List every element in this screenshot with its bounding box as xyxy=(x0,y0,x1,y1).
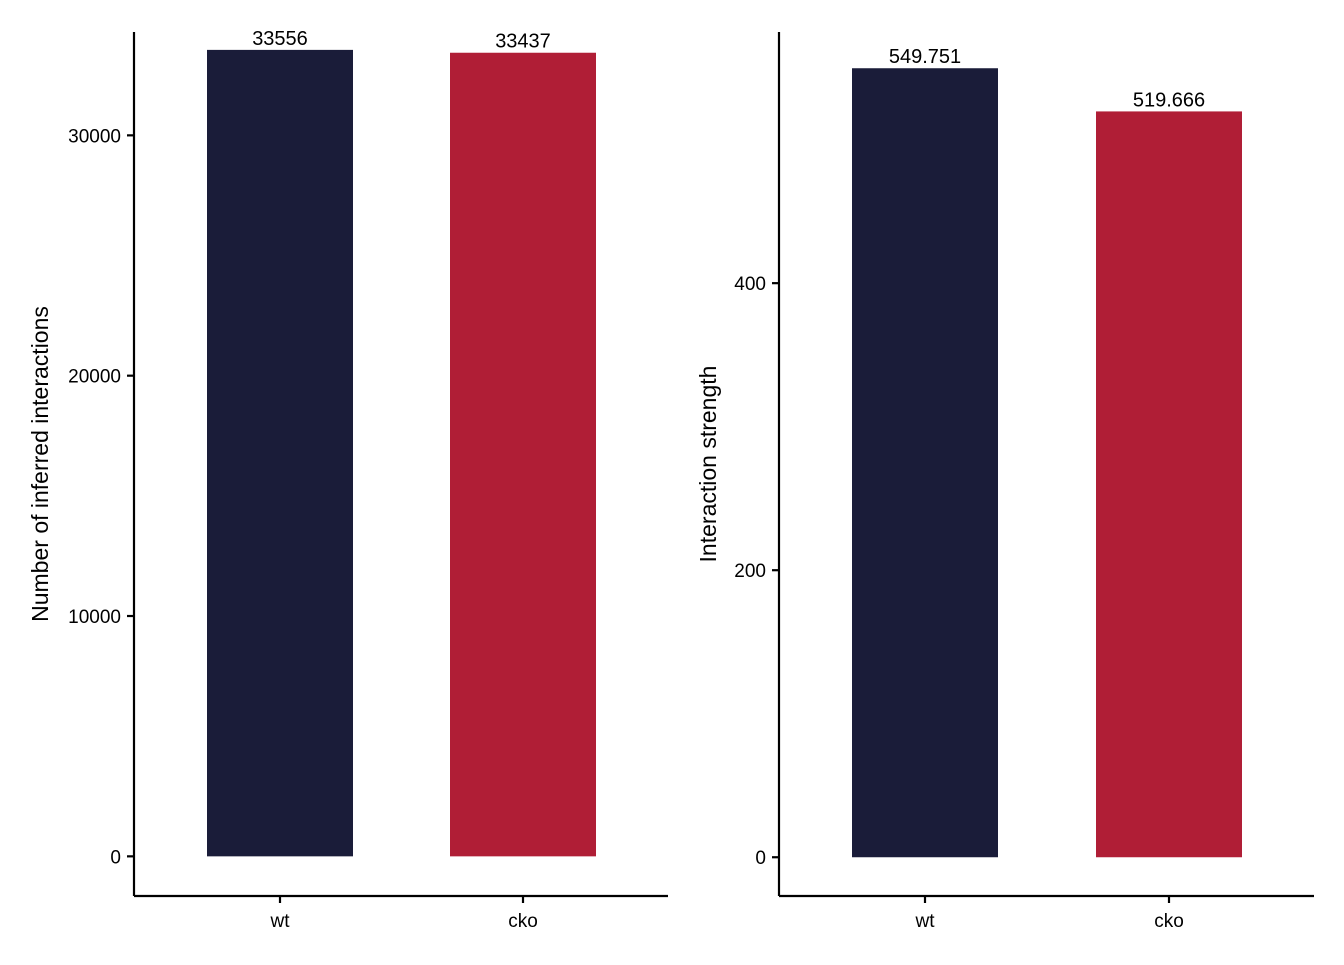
data-label-cko: 33437 xyxy=(495,31,551,53)
bar-wt xyxy=(207,49,353,857)
x-tick-label-cko: cko xyxy=(508,911,538,932)
x-tick-label-wt: wt xyxy=(270,911,291,932)
bar-cko xyxy=(1096,111,1242,858)
y-axis-title: Number of inferred interactions xyxy=(27,306,53,622)
y-tick-label: 20000 xyxy=(68,367,121,388)
y-tick-label: 200 xyxy=(734,561,766,582)
y-tick-label: 400 xyxy=(734,274,766,295)
x-tick-label-cko: cko xyxy=(1154,911,1184,932)
y-tick-label: 10000 xyxy=(68,607,121,628)
x-tick-label-wt: wt xyxy=(915,911,936,932)
data-label-cko: 519.666 xyxy=(1133,89,1205,111)
y-tick-label: 30000 xyxy=(68,126,121,147)
y-axis-title: Interaction strength xyxy=(695,366,721,563)
chart-panel-1: 0 10000 20000 30000 Number of inferred inter… xyxy=(27,28,668,932)
y-tick-label: 0 xyxy=(755,848,766,869)
data-label-wt: 549.751 xyxy=(889,46,961,68)
chart-panel-2: 0 200 400 Interaction strength 549.751 wt 519.… xyxy=(695,32,1314,932)
bar-cko xyxy=(450,52,596,857)
y-tick-label: 0 xyxy=(110,847,121,868)
bar-wt xyxy=(852,68,998,858)
data-label-wt: 33556 xyxy=(252,28,308,50)
